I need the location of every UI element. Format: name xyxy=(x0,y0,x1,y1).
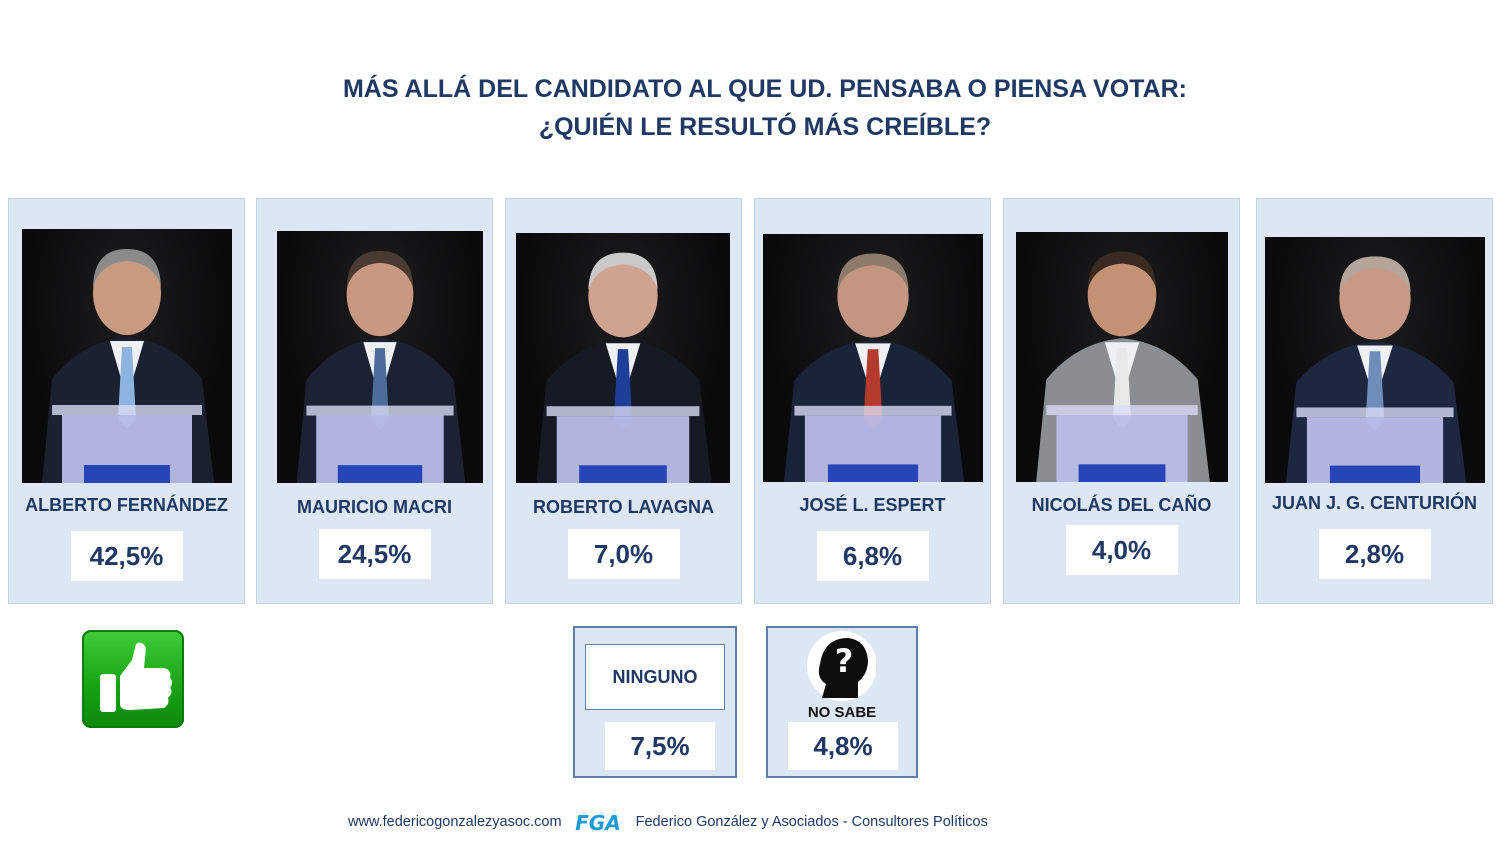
ninguno-value: 7,5% xyxy=(605,722,715,770)
candidate-name: ROBERTO LAVAGNA xyxy=(532,497,714,517)
candidate-name: JOSÉ L. ESPERT xyxy=(799,495,946,515)
footer-url[interactable]: www.federicogonzalezyasoc.com xyxy=(348,814,562,830)
title-line-1: MÁS ALLÁ DEL CANDIDATO AL QUE UD. PENSAB… xyxy=(342,75,1188,103)
candidate-photo xyxy=(516,233,730,483)
candidate-photo xyxy=(1016,232,1228,482)
candidate-card: JOSÉ L. ESPERT 6,8% xyxy=(754,198,991,604)
candidate-percentage: 42,5% xyxy=(70,531,183,581)
candidate-name: NICOLÁS DEL CAÑO xyxy=(1031,495,1212,515)
candidate-name: JUAN J. G. CENTURIÓN xyxy=(1271,493,1478,513)
title-line-2: ¿QUIÉN LE RESULTÓ MÁS CREÍBLE? xyxy=(538,113,992,141)
candidate-card: ROBERTO LAVAGNA 7,0% xyxy=(505,198,742,604)
candidate-name: MAURICIO MACRI xyxy=(297,497,452,517)
svg-text:?: ? xyxy=(835,642,854,680)
question-head-icon: ? xyxy=(807,631,876,701)
candidate-percentage: 2,8% xyxy=(1318,529,1431,579)
candidate-card: JUAN J. G. CENTURIÓN 2,8% xyxy=(1256,198,1493,604)
candidate-card: MAURICIO MACRI 24,5% xyxy=(256,198,493,604)
candidate-name: ALBERTO FERNÁNDEZ xyxy=(25,495,228,515)
candidate-card: NICOLÁS DEL CAÑO 4,0% xyxy=(1003,198,1240,604)
thumbs-up-icon xyxy=(82,630,184,728)
ninguno-label: NINGUNO xyxy=(585,644,725,710)
footer-company: Federico González y Asociados - Consulto… xyxy=(635,814,988,830)
fga-logo: FGA xyxy=(573,810,622,834)
candidate-percentage: 7,0% xyxy=(567,529,680,579)
candidate-percentage: 24,5% xyxy=(318,529,431,579)
chart-title: MÁS ALLÁ DEL CANDIDATO AL QUE UD. PENSAB… xyxy=(0,70,1500,146)
ninguno-card: NINGUNO 7,5% xyxy=(573,626,737,778)
candidate-percentage: 6,8% xyxy=(816,531,929,581)
candidate-photo xyxy=(1265,237,1485,483)
no-sabe-card: ? NO SABE 4,8% xyxy=(766,626,918,778)
fga-logo-text: FGA xyxy=(575,811,621,834)
candidate-photo xyxy=(763,234,983,482)
candidate-photo xyxy=(22,229,232,483)
no-sabe-label: NO SABE xyxy=(807,704,877,721)
footer: www.federicogonzalezyasoc.com FGA Federi… xyxy=(348,810,988,836)
candidate-photo xyxy=(277,231,483,483)
candidate-card: ALBERTO FERNÁNDEZ 42,5% xyxy=(8,198,245,604)
no-sabe-value: 4,8% xyxy=(788,722,898,770)
candidate-percentage: 4,0% xyxy=(1065,525,1178,575)
